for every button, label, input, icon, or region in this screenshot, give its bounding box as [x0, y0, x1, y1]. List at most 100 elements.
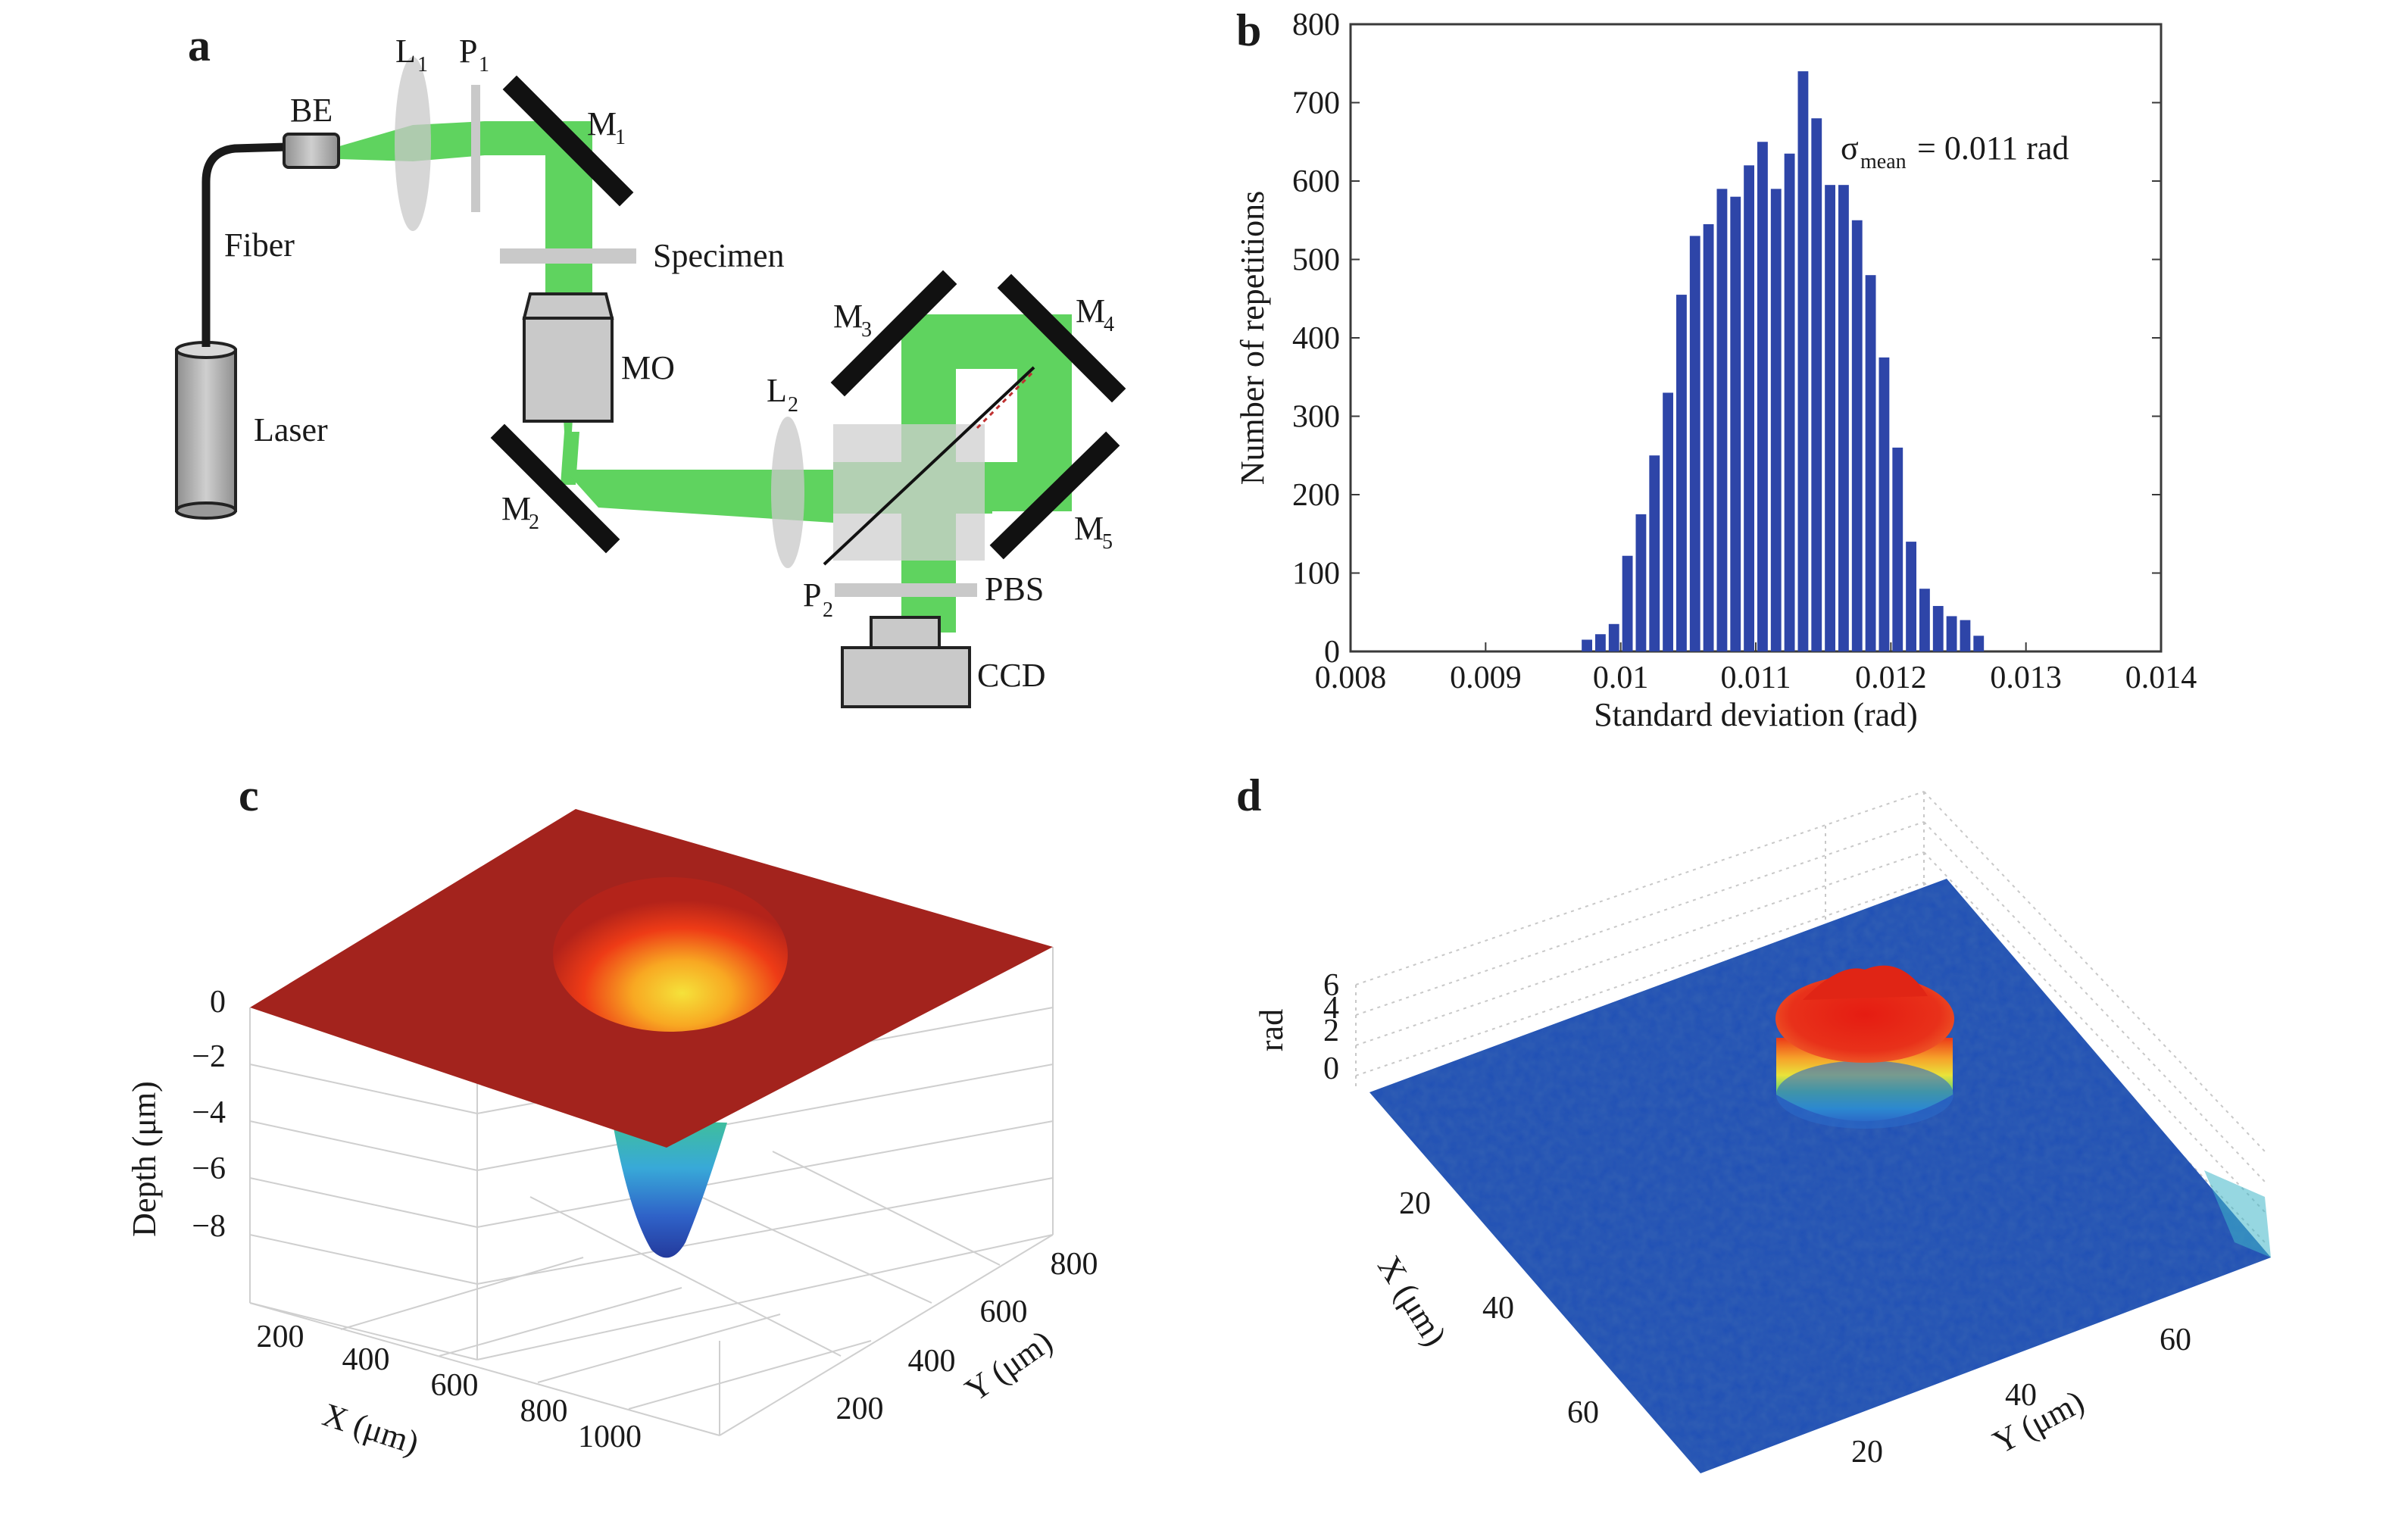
x-tick-label: 0.012 [1855, 661, 1927, 695]
x-axis-title: Standard deviation (rad) [1594, 696, 1918, 733]
histogram-bar [1879, 357, 1890, 651]
y-tick-label: 20 [1851, 1435, 1883, 1470]
histogram-bar [1649, 455, 1660, 651]
polarizer-p2: P 2 PBS [803, 570, 1044, 622]
l2-subscript: 2 [788, 393, 798, 417]
x-tick-label: 60 [1567, 1395, 1599, 1430]
y-axis-title: Y (μm) [958, 1323, 1059, 1409]
histogram-bar [1595, 634, 1606, 651]
x-tick-label: 1000 [578, 1420, 642, 1454]
specimen-label: Specimen [653, 237, 785, 274]
histogram-bar [1919, 589, 1930, 651]
m3-label: M [833, 298, 863, 335]
panel-b-histogram: b 0.008 0.009 0.01 0.011 0.012 0.013 0.014 0 10… [1234, 5, 2197, 733]
l1-label: L [395, 33, 416, 70]
histogram-bar [1973, 636, 1985, 651]
histogram-bar [1689, 236, 1700, 651]
mirror-m3: M 3 [830, 270, 957, 397]
histogram-bar [1932, 605, 1944, 651]
histogram-bar [1663, 392, 1673, 651]
optical-fiber [201, 142, 287, 347]
histogram-bar [1865, 275, 1876, 651]
x-tick-label: 200 [257, 1320, 304, 1354]
x-tick-label: 0.009 [1450, 661, 1522, 695]
depth-well [612, 1120, 727, 1258]
y-tick-label: 800 [1051, 1247, 1098, 1282]
z-tick-label: 6 [1323, 968, 1339, 1003]
x-axis-title: X (μm) [318, 1396, 423, 1462]
histogram-bar [1960, 620, 1971, 651]
y-tick-label: 600 [980, 1295, 1028, 1329]
y-axis-title: Number of repetitions [1234, 191, 1271, 486]
m3-subscript: 3 [861, 318, 872, 342]
m4-subscript: 4 [1104, 313, 1114, 336]
p1-subscript: 1 [479, 53, 489, 77]
z-tick-label: −2 [192, 1039, 226, 1074]
histogram-bar [1730, 196, 1741, 651]
z-axis-ticks: 0 −2 −4 −6 −8 [192, 985, 226, 1244]
sigma-mean-annotation: σ mean = 0.011 rad [1841, 130, 2069, 173]
y-tick-label: 0 [1324, 635, 1340, 670]
y-axis-ticks: 20 40 60 [1851, 1323, 2191, 1470]
mirror-m1: M 1 [502, 75, 634, 207]
x-axis-ticks: 0.008 0.009 0.01 0.011 0.012 0.013 0.014 [1315, 642, 2197, 695]
x-axis-ticks: 20 40 60 [1399, 1186, 1599, 1430]
panel-a-optical-setup: a Laser Fiber BE [175, 20, 1126, 708]
histogram-bar [1838, 185, 1849, 652]
histogram-bars [1582, 71, 1985, 652]
x-axis-ticks: 200 400 600 800 1000 [257, 1320, 642, 1454]
sigma-symbol: σ [1841, 130, 1859, 167]
phase-bump [1775, 965, 1954, 1129]
l2-label: L [767, 372, 787, 409]
y-axis-ticks: 200 400 600 800 [836, 1247, 1098, 1426]
z-tick-label: 2 [1323, 1014, 1339, 1048]
polarizer-p1: P 1 [459, 33, 489, 212]
y-tick-label: 800 [1292, 8, 1340, 42]
3d-grid-box [1355, 791, 2266, 1243]
histogram-bar [1784, 153, 1795, 651]
laser-source: Laser [175, 341, 328, 520]
histogram-bar [1825, 185, 1835, 652]
histogram-bar [1608, 623, 1619, 651]
z-tick-label: −6 [192, 1151, 226, 1186]
panel-a-label: a [188, 20, 211, 70]
x-tick-label: 0.014 [2125, 661, 2197, 695]
histogram-bar [1716, 189, 1728, 652]
histogram-bar [1635, 514, 1647, 651]
panel-c-label: c [239, 770, 259, 820]
histogram-bar [1622, 555, 1633, 651]
x-tick-label: 800 [520, 1394, 568, 1429]
ccd-label: CCD [977, 657, 1045, 694]
y-axis-title: Y (μm) [1987, 1382, 2090, 1460]
x-tick-label: 40 [1482, 1291, 1514, 1326]
mirror-m4: M 4 [997, 273, 1126, 403]
laser-label: Laser [254, 411, 328, 448]
plot-frame [1349, 23, 2163, 653]
p1-label: P [459, 33, 477, 70]
pit-opening [553, 877, 788, 1032]
panel-d-label: d [1236, 770, 1261, 820]
x-axis-title: X (μm) [1370, 1249, 1454, 1352]
sigma-subscript: mean [1860, 150, 1907, 173]
fiber-label: Fiber [224, 226, 295, 264]
y-tick-label: 200 [1292, 478, 1340, 513]
microscope-objective: MO [522, 292, 675, 423]
lens-l2: L 2 [767, 372, 804, 568]
x-tick-label: 400 [342, 1342, 390, 1377]
m1-subscript: 1 [615, 126, 626, 149]
beam-expander: BE [283, 92, 340, 169]
x-tick-label: 0.011 [1721, 661, 1791, 695]
z-axis-title: Depth (μm) [126, 1081, 163, 1237]
mirror-m5: M 5 [989, 431, 1120, 560]
polarizing-beam-splitter [823, 366, 1035, 566]
lens-l1: L 1 [395, 33, 431, 231]
z-tick-label: −8 [192, 1209, 226, 1244]
histogram-bar [1703, 223, 1714, 651]
histogram-bar [1797, 71, 1809, 652]
x-tick-label: 0.008 [1315, 661, 1387, 695]
specimen: Specimen [500, 237, 785, 274]
histogram-bar [1811, 118, 1822, 651]
y-tick-label: 200 [836, 1392, 884, 1426]
